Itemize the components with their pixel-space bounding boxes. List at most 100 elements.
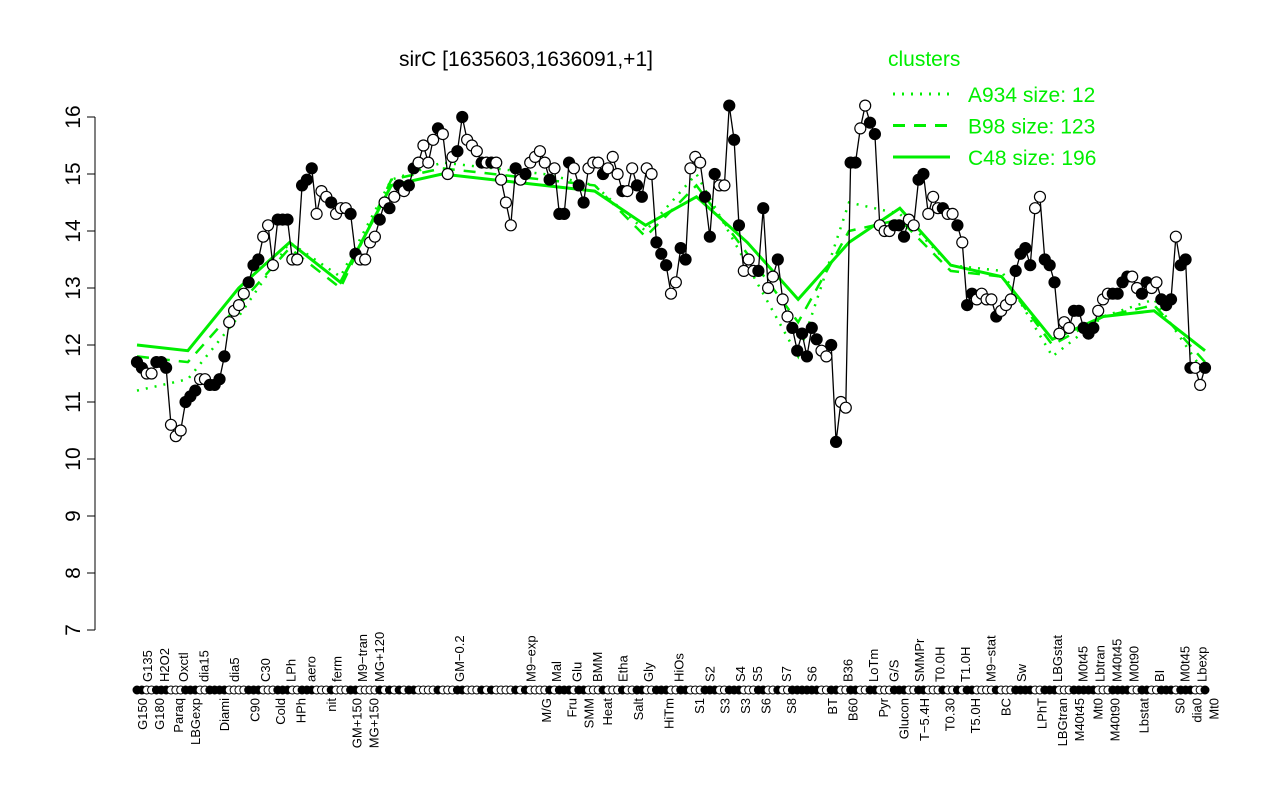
data-point [1198,361,1212,374]
axis-marker [1200,685,1210,695]
y-tick-label: 8 [62,567,85,579]
data-point [645,167,658,181]
x-tick-label: M9−tran [355,634,370,682]
data-point [698,190,712,203]
data-point [601,162,614,175]
data-point [650,236,663,249]
y-tick-label: 14 [62,219,85,243]
data-point [300,173,314,186]
data-point [257,230,270,243]
data-point [1053,327,1066,340]
data-point [694,156,707,169]
data-point [543,173,556,186]
data-point [281,213,294,226]
data-point [436,128,449,141]
x-axis: G135 H2O2 Oxctl dia15 dia5 C30 LPh aero ferm M9−t… [135,632,1221,748]
x-tick-label: nit [324,698,339,712]
data-point [761,281,775,295]
data-point [820,350,833,363]
data-point [810,333,823,346]
x-tick-label: T1.0H [958,647,973,682]
data-point [160,361,173,374]
legend-title: clusters [888,48,960,71]
data-point [1062,321,1076,334]
x-tick-label: Salt [631,698,646,721]
data-point [189,384,202,397]
data-point [922,207,935,220]
data-point [1194,378,1207,391]
data-point [766,270,780,283]
data-point [1126,270,1139,283]
data-point [752,264,765,277]
x-tick-label: M0t45 [1178,646,1193,682]
x-tick-label: GM−0.2 [452,635,467,682]
data-point [669,276,682,289]
data-point [359,253,372,266]
x-tick-label: GM+150 [350,698,365,748]
x-tick-label: SMMPr [912,638,927,682]
data-point [917,167,930,181]
data-point [626,162,639,175]
data-point [305,162,318,175]
data-point [538,156,551,169]
data-point [470,145,483,158]
x-tick-label: Lbexp [1195,647,1210,682]
x-tick-label: LBGexp [188,698,203,745]
x-tick-label: Diami [217,698,232,731]
data-point [519,167,532,181]
x-tick-label: MG+150 [367,698,382,748]
x-tick-label: BI [1152,670,1167,682]
x-tick-label: M/G [539,698,554,723]
data-point [660,259,673,272]
y-tick-label: 16 [62,105,85,128]
x-tick-label: dia15 [196,650,211,682]
x-tick-label: BC [999,698,1014,716]
x-tick-label: M9−exp [523,635,538,682]
legend-label: C48 size: 196 [968,147,1096,170]
x-tick-label: G150 [135,698,150,730]
data-point [310,207,323,220]
data-point [611,167,624,181]
data-point [368,230,381,243]
data-point [1033,190,1047,203]
data-point [859,99,872,112]
x-tick-label: S2 [702,666,717,682]
cluster-lines [136,161,1207,392]
x-tick-label: M40t90 [1108,698,1123,741]
data-point [985,293,998,306]
x-tick-label: Cold [273,698,288,725]
x-tick-label: HiTm [661,698,676,729]
x-tick-label: Mal [549,661,564,682]
data-point [621,185,634,198]
data-point [592,156,605,169]
x-tick-label: Glu [569,662,584,682]
x-tick-label: Pyr [876,697,891,717]
data-point [441,167,454,181]
data-point [242,276,255,289]
data-point [757,202,770,215]
data-point [703,230,716,243]
data-point [417,139,430,152]
y-tick-label: 11 [62,391,85,413]
data-point [728,133,741,146]
legend-label: A934 size: 12 [968,84,1095,107]
x-tick-label: S3 [718,698,733,714]
data-point [1048,276,1061,289]
data-point [567,162,581,175]
y-axis: 7 8 9 10 11 12 13 14 15 16 [62,105,96,636]
data-point [1028,202,1042,215]
x-tick-label: Paraq [171,698,186,733]
data-point [805,321,818,334]
data-point [771,253,784,266]
legend: clusters A934 size: 12 B98 size: 123 C48 s… [888,48,1096,170]
data-point [795,327,809,340]
x-tick-label: BT [825,698,840,715]
data-point [1004,293,1017,306]
data-point [664,287,678,300]
data-point [383,202,396,215]
data-point [723,99,736,112]
x-tick-label: S3 [738,698,753,714]
data-point [504,219,517,232]
x-tick-label: HiOs [672,653,687,682]
x-tick-label: Oxctl [176,652,191,682]
